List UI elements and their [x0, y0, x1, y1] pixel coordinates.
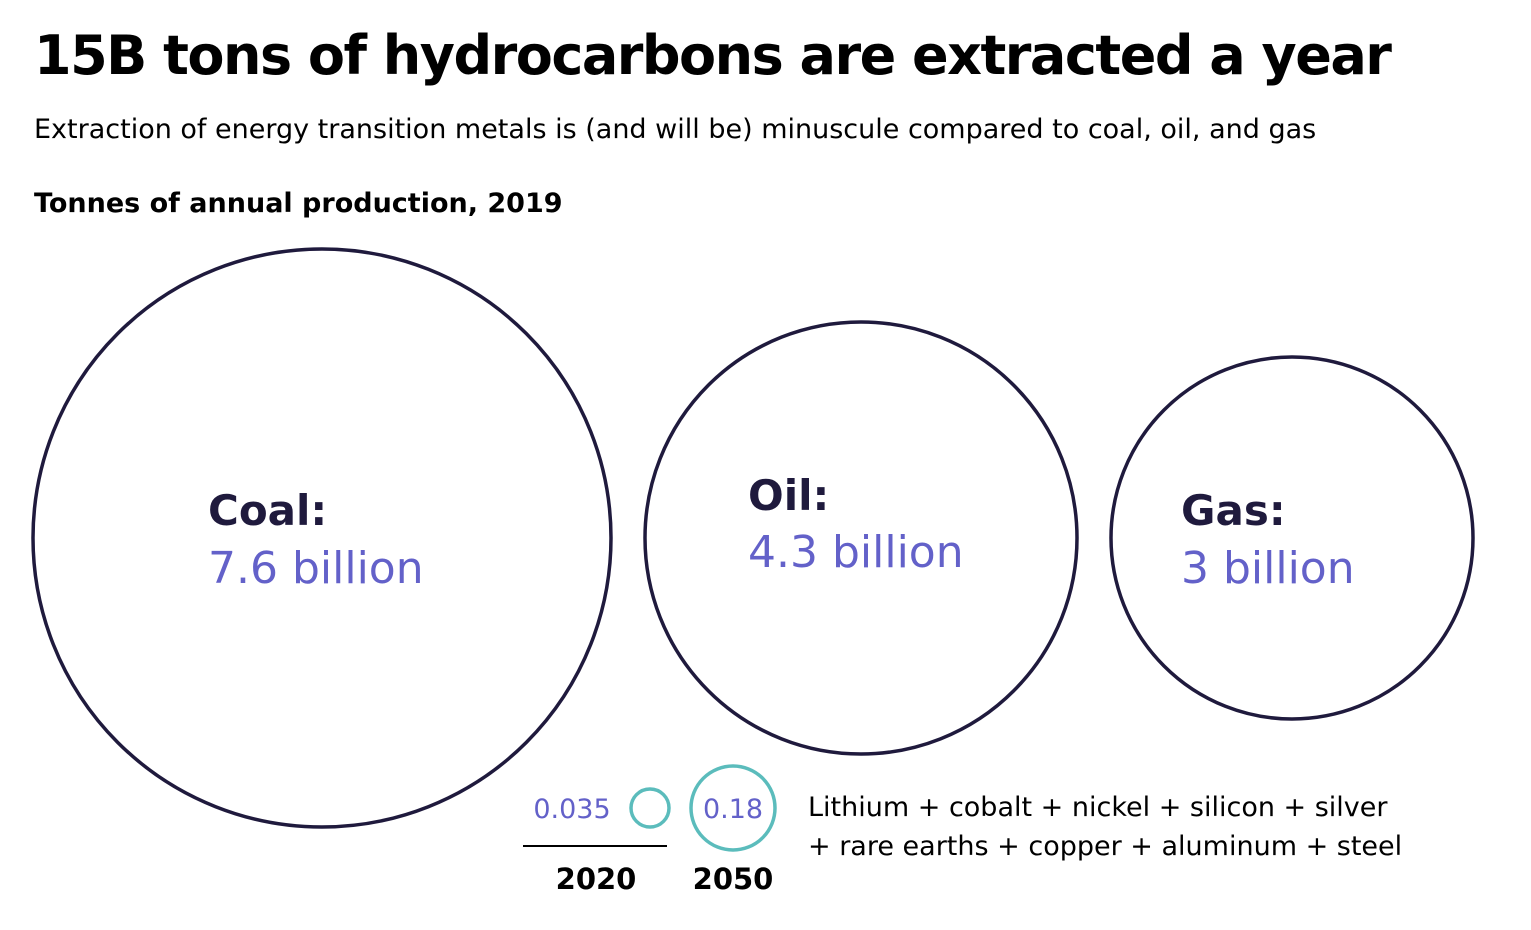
metals-2020-value-label: 0.035 — [533, 794, 610, 825]
metals-2020-bubble — [629, 787, 671, 829]
oil-value-label: 4.3 billion — [748, 527, 964, 578]
metals-description-line-2: + rare earths + copper + aluminum + stee… — [808, 831, 1403, 862]
metals-2020-year-label: 2020 — [556, 862, 637, 896]
metals-2050-bubble — [689, 764, 777, 852]
gas-label: Gas: — [1181, 486, 1286, 535]
coal-label: Coal: — [208, 486, 327, 535]
metals-2050-year-label: 2050 — [693, 862, 774, 896]
metals-2050-value-label: 0.18 — [703, 794, 763, 825]
metals-description: Lithium + cobalt + nickel + silicon + si… — [808, 788, 1402, 866]
coal-value-label: 7.6 billion — [208, 543, 424, 594]
coal-bubble — [31, 247, 613, 829]
chart-subtitle: Extraction of energy transition metals i… — [34, 114, 1317, 145]
gas-value-label: 3 billion — [1181, 543, 1355, 594]
chart-label: Tonnes of annual production, 2019 — [34, 188, 563, 219]
oil-label: Oil: — [748, 471, 829, 520]
metals-description-line-1: Lithium + cobalt + nickel + silicon + si… — [808, 792, 1388, 823]
chart-title: 15B tons of hydrocarbons are extracted a… — [34, 24, 1392, 87]
gas-bubble — [1109, 355, 1475, 721]
oil-bubble — [643, 320, 1079, 756]
